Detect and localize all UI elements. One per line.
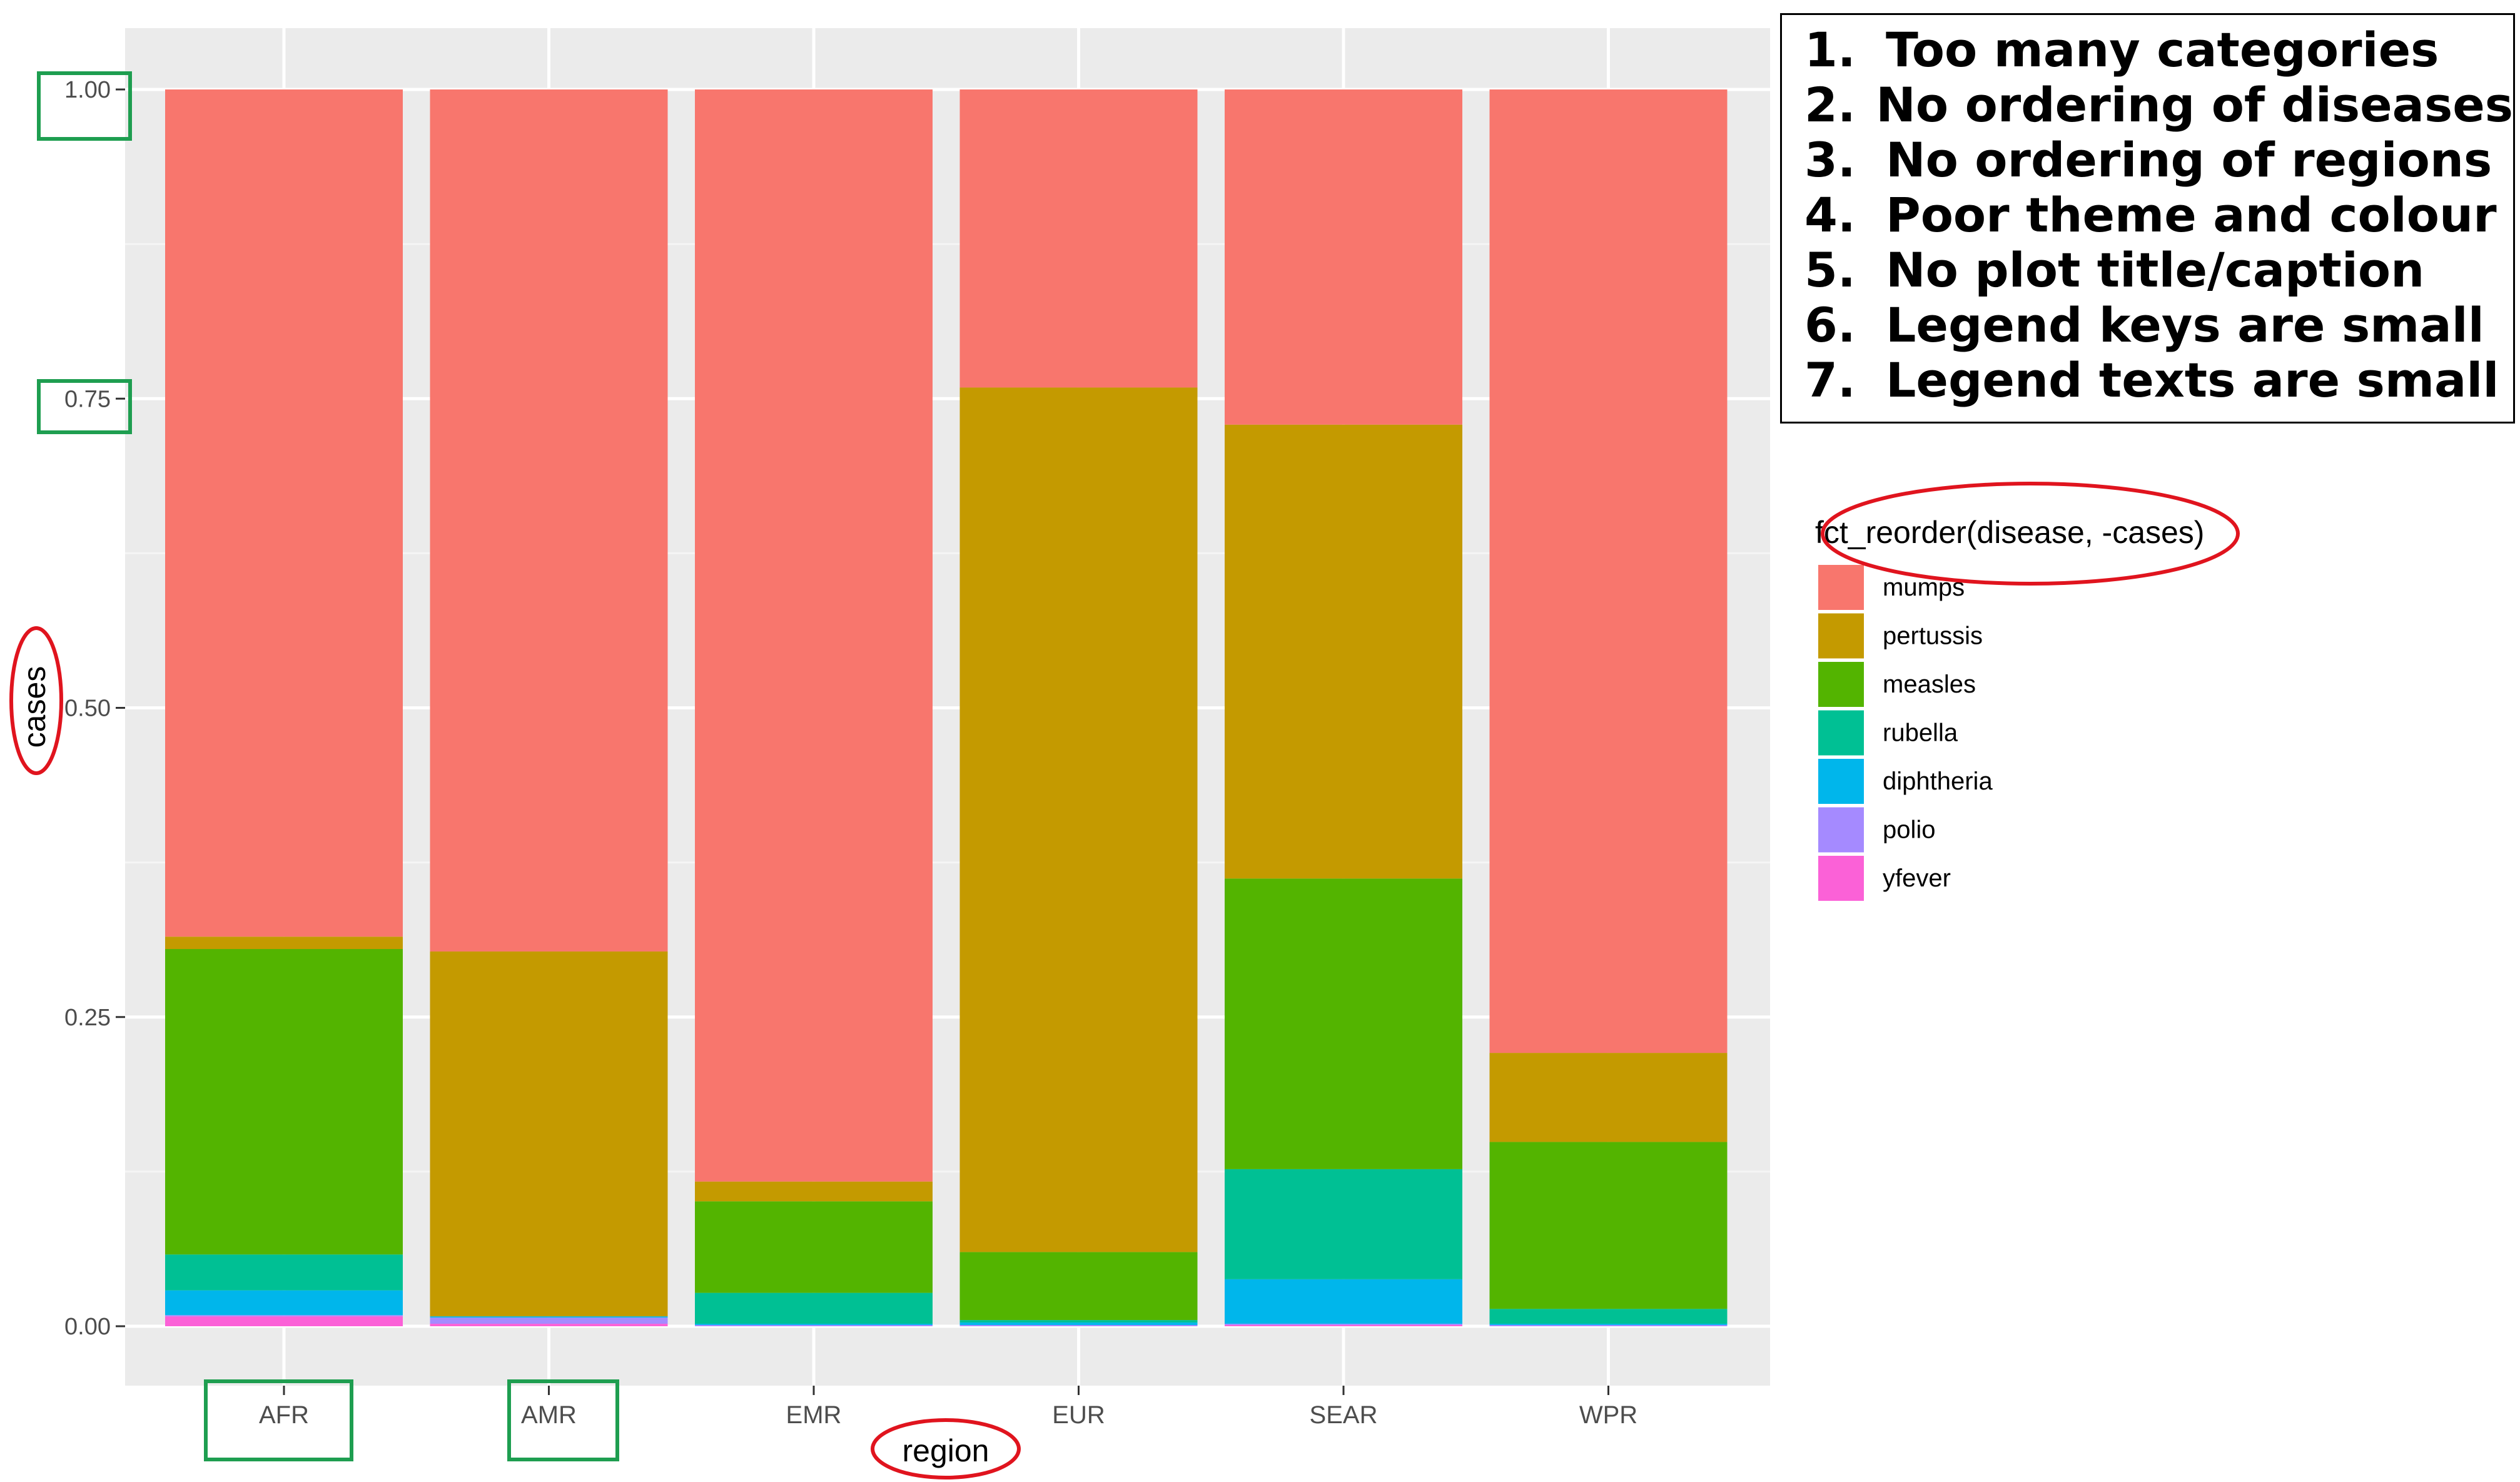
annotation-number: 4. xyxy=(1804,187,1856,243)
bar-segment-pertussis xyxy=(430,951,668,1317)
highlight-box xyxy=(37,71,132,141)
bar-segment-measles xyxy=(959,1252,1198,1321)
annotation-text: No plot title/caption xyxy=(1886,242,2425,298)
bar-segment-diphtheria xyxy=(165,1290,403,1316)
bars xyxy=(165,89,1728,1326)
annotation-item: 1. Too many categories xyxy=(1804,23,2513,78)
legend-label: pertussis xyxy=(1883,622,1983,650)
bar-segment-yfever xyxy=(1225,1325,1462,1326)
bar-segment-rubella xyxy=(1225,1169,1462,1279)
x-tick-label: EMR xyxy=(786,1401,842,1429)
bar-segment-pertussis xyxy=(695,1181,933,1202)
bar-segment-measles xyxy=(165,949,403,1255)
bar-segment-polio xyxy=(959,1325,1198,1326)
bar-segment-diphtheria xyxy=(1225,1279,1462,1324)
annotation-item: 5. No plot title/caption xyxy=(1804,243,2513,298)
bar-segment-polio xyxy=(430,1317,668,1324)
x-tick-label: SEAR xyxy=(1310,1401,1378,1429)
y-tick-label: 1.00 xyxy=(64,77,111,103)
legend-key-diphtheria xyxy=(1818,759,1864,804)
bar-segment-mumps xyxy=(695,89,933,1182)
y-axis-title: cases xyxy=(17,666,52,748)
legend-key-rubella xyxy=(1818,710,1864,756)
x-tick-label: EUR xyxy=(1052,1401,1105,1429)
annotation-number: 2. xyxy=(1804,77,1856,133)
legend-label: yfever xyxy=(1883,865,1951,892)
bar-segment-measles xyxy=(695,1201,933,1293)
y-tick-label: 0.50 xyxy=(64,696,111,722)
x-axis-title: region xyxy=(903,1433,989,1468)
x-tick-label: AFR xyxy=(259,1401,309,1429)
bar-segment-mumps xyxy=(430,89,668,952)
bar-segment-diphtheria xyxy=(959,1322,1198,1326)
highlight-ellipse xyxy=(871,1418,1021,1479)
bar-segment-yfever xyxy=(430,1324,668,1326)
annotation-item: 7. Legend texts are small xyxy=(1804,353,2513,408)
bar-segment-yfever xyxy=(165,1316,403,1326)
annotation-text: Too many categories xyxy=(1886,22,2439,78)
annotation-list: 1. Too many categories 2. No ordering of d… xyxy=(1780,13,2515,424)
bar-segment-diphtheria xyxy=(1489,1324,1728,1326)
bar-segment-rubella xyxy=(695,1292,933,1324)
bar-segment-polio xyxy=(1225,1324,1462,1326)
y-tick-label: 0.75 xyxy=(64,386,111,412)
annotation-item: 4. Poor theme and colour xyxy=(1804,188,2513,243)
y-tick-label: 0.00 xyxy=(64,1314,111,1340)
highlight-box xyxy=(204,1379,353,1461)
x-tick-label: WPR xyxy=(1579,1401,1637,1429)
annotation-text: No ordering of diseases xyxy=(1876,77,2513,133)
bar-segment-polio xyxy=(695,1325,933,1326)
bar-segment-measles xyxy=(1225,878,1462,1169)
bar-segment-rubella xyxy=(959,1320,1198,1323)
annotation-text: Legend texts are small xyxy=(1886,352,2499,408)
highlight-ellipse xyxy=(9,626,63,775)
legend-key-measles xyxy=(1818,662,1864,707)
bar-segment-pertussis xyxy=(1489,1053,1728,1142)
annotation-number: 5. xyxy=(1804,242,1856,298)
highlight-box xyxy=(37,379,132,434)
annotation-item: 2. No ordering of diseases xyxy=(1804,78,2513,133)
x-tick-label: AMR xyxy=(521,1401,577,1429)
annotation-text: Poor theme and colour xyxy=(1886,187,2497,243)
annotation-text: Legend keys are small xyxy=(1886,297,2484,353)
legend-key-pertussis xyxy=(1818,613,1864,659)
legend-label: rubella xyxy=(1883,719,1958,747)
annotation-number: 7. xyxy=(1804,352,1856,408)
bar-segment-mumps xyxy=(959,89,1198,388)
legend-title: fct_reorder(disease, -cases) xyxy=(1815,515,2204,550)
legend: fct_reorder(disease, -cases)mumpspertuss… xyxy=(1815,515,2204,901)
axes: 0.00 0.25 0.50 0.75 1.00 AFR AMR EMR EUR SEAR WPR r… xyxy=(17,77,1637,1468)
bar-segment-rubella xyxy=(165,1254,403,1291)
highlights xyxy=(9,71,2240,1479)
highlight-ellipse xyxy=(1821,482,2240,586)
y-tick-label: 0.25 xyxy=(64,1005,111,1031)
bar-segment-rubella xyxy=(1489,1309,1728,1324)
legend-key-mumps xyxy=(1818,565,1864,610)
bar-segment-diphtheria xyxy=(695,1324,933,1326)
bar-segment-mumps xyxy=(165,89,403,937)
legend-key-yfever xyxy=(1818,856,1864,901)
annotation-number: 6. xyxy=(1804,297,1856,353)
legend-label: measles xyxy=(1883,671,1976,698)
bar-segment-pertussis xyxy=(1225,424,1462,879)
highlight-box xyxy=(507,1379,619,1461)
bar-segment-measles xyxy=(1489,1142,1728,1309)
bar-segment-mumps xyxy=(1489,89,1728,1053)
bar-segment-pertussis xyxy=(959,387,1198,1252)
bar-segment-pertussis xyxy=(165,936,403,950)
bar-segment-polio xyxy=(1489,1325,1728,1326)
annotation-item: 6. Legend keys are small xyxy=(1804,298,2513,353)
bar-segment-mumps xyxy=(1225,89,1462,425)
annotation-text: No ordering of regions xyxy=(1886,132,2492,188)
annotation-item: 3. No ordering of regions xyxy=(1804,133,2513,188)
annotation-number: 1. xyxy=(1804,22,1856,78)
legend-label: polio xyxy=(1883,816,1936,844)
legend-label: diphtheria xyxy=(1883,768,1993,795)
bar-segment-polio xyxy=(165,1315,403,1317)
annotation-number: 3. xyxy=(1804,132,1856,188)
legend-key-polio xyxy=(1818,807,1864,853)
bar-segment-diphtheria xyxy=(430,1316,668,1318)
